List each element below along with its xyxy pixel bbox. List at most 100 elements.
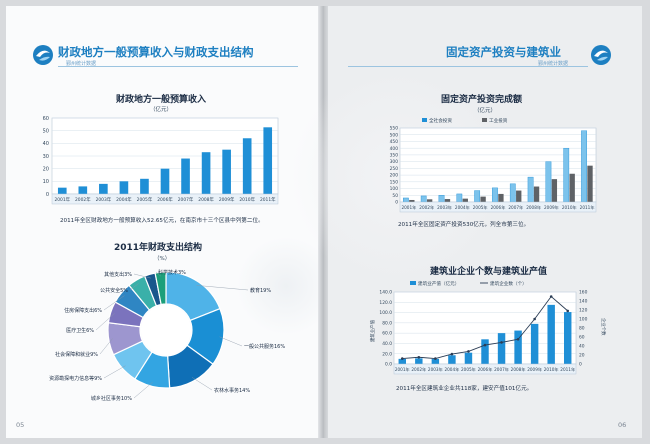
bar-industrial-investment: [551, 179, 558, 202]
x-tick-label: 2008年: [526, 204, 541, 211]
y-tick-label-right: 160: [579, 290, 588, 296]
bar-industrial-investment: [533, 186, 540, 202]
y-tick-label: 450: [390, 139, 399, 145]
construction-chart-title: 建筑业企业个数与建筑业产值: [430, 267, 548, 277]
bar: [160, 168, 170, 194]
leader-line: [191, 377, 213, 391]
legend-swatch: [482, 118, 487, 122]
page-title: 固定资产投资与建筑业: [446, 45, 561, 59]
x-tick-label: 2011年: [260, 196, 276, 203]
y-axis-label-left: 建筑业产值: [369, 319, 376, 342]
bar-total-investment: [403, 197, 409, 203]
left-page: 财政地方一般预算收入与财政支出结构 鄞州统计数据 财政地方一般预算收入 （亿元）…: [6, 6, 336, 438]
bar-industrial-investment: [569, 173, 575, 202]
y-tick-label: 350: [390, 153, 399, 159]
leader-line: [99, 338, 113, 355]
legend-label: 建筑企业数（个）: [490, 280, 527, 287]
y-tick-label-right: 140: [579, 299, 588, 305]
bar: [140, 178, 149, 194]
bar-total-investment: [456, 193, 463, 203]
x-tick-label: 2004年: [444, 366, 459, 373]
bar-total-investment: [509, 183, 516, 203]
x-tick-label: 2008年: [198, 196, 214, 203]
bar: [201, 152, 211, 194]
y-tick-label: 150: [390, 179, 399, 185]
x-tick-label: 2006年: [157, 196, 173, 203]
y-tick-label: 0: [46, 192, 49, 198]
y-tick-label-right: 20: [579, 353, 585, 359]
budget-chart-unit: （亿元）: [150, 107, 173, 113]
bar-total-investment: [563, 147, 570, 203]
x-tick-label: 2011年: [580, 204, 595, 211]
bar-industrial-investment: [426, 199, 433, 202]
y-tick-label-right: 0: [579, 362, 582, 368]
legend-label: 工业投资: [489, 117, 508, 124]
slice-label: 住房保障支出6%: [64, 307, 102, 314]
y-tick-label: 0: [395, 200, 398, 206]
bar-construction-output: [530, 323, 539, 364]
budget-revenue-chart: 0 10 20 30 40 50 60 2001年 2002年 2003年 2004年 2005年 20…: [43, 116, 279, 205]
line-point: [516, 337, 520, 341]
leader-line: [95, 313, 115, 331]
y-tick-label: 550: [390, 126, 399, 132]
x-tick-label: 2004年: [116, 196, 132, 203]
y-axis-label-right: 企业个数: [600, 318, 607, 336]
line-point: [434, 357, 437, 360]
bar: [181, 158, 190, 194]
page-title: 财政地方一般预算收入与财政支出结构: [58, 45, 254, 59]
bar: [99, 183, 108, 194]
slice-label: 城乡社区事务10%: [91, 395, 132, 402]
slice-label: 医疗卫生6%: [66, 327, 94, 334]
line-point: [500, 341, 503, 344]
bar-industrial-investment: [462, 198, 468, 202]
slice-label: 社会保障和就业9%: [55, 351, 98, 358]
line-point: [400, 357, 404, 360]
y-tick-label: 400: [390, 146, 399, 152]
y-tick-label: 300: [390, 159, 399, 165]
bar-total-investment: [420, 195, 427, 203]
investment-chart-caption: 2011年全区固定资产投资530亿元，列全市第三位。: [398, 222, 530, 228]
bar: [263, 127, 273, 194]
y-tick-label: 500: [390, 132, 399, 138]
investment-chart-unit: （亿元）: [474, 108, 497, 114]
line-point: [467, 350, 470, 353]
x-axis-band: [393, 363, 577, 375]
y-tick-label: 200: [390, 173, 399, 179]
y-tick-label: 250: [390, 166, 399, 172]
x-tick-label: 2007年: [178, 196, 194, 203]
bar-total-investment: [581, 130, 587, 203]
page-number-right: 06: [618, 421, 627, 429]
header-divider: [348, 66, 588, 67]
bar-industrial-investment: [409, 199, 415, 202]
bar: [119, 181, 129, 194]
slice-label: 资源勘探电力信息等9%: [49, 375, 102, 382]
y-tick-label-left: 20.0: [382, 351, 392, 357]
leader-line: [133, 273, 151, 279]
slice-label: 科学技术3%: [158, 269, 186, 276]
x-tick-label: 2004年: [455, 204, 470, 211]
investment-chart: 全社会投资 工业投资 0501001502002503003504004505005…: [390, 117, 597, 213]
y-tick-label-right: 80: [579, 326, 585, 332]
x-tick-label: 2010年: [562, 204, 577, 211]
x-tick-label: 2002年: [75, 196, 91, 203]
leader-line: [219, 336, 243, 347]
y-tick-label: 40: [43, 141, 49, 147]
y-tick-label: 60: [43, 116, 49, 122]
construction-chart-caption: 2011年全区建筑业企业共118家，建安产值101亿元。: [396, 386, 533, 392]
bar-total-investment: [527, 176, 534, 203]
bar-construction-output: [464, 352, 473, 364]
x-tick-label: 2011年: [560, 366, 575, 373]
budget-chart-title: 财政地方一般预算收入: [116, 95, 207, 105]
slice-label: 农林水事务14%: [214, 387, 250, 394]
bar-construction-output: [448, 355, 456, 364]
x-tick-label: 2009年: [527, 366, 542, 373]
y-tick-label-left: 40.0: [382, 341, 392, 347]
donut-slice: [154, 271, 167, 306]
y-tick-label: 30: [43, 154, 49, 160]
right-page: 固定资产投资与建筑业 鄞州统计数据 固定资产投资完成额 （亿元） 全社会投资 工业…: [288, 6, 642, 438]
bar-construction-output: [547, 304, 555, 364]
bar-total-investment: [474, 190, 481, 203]
x-tick-label: 2007年: [494, 366, 509, 373]
x-tick-label: 2003年: [96, 196, 112, 203]
